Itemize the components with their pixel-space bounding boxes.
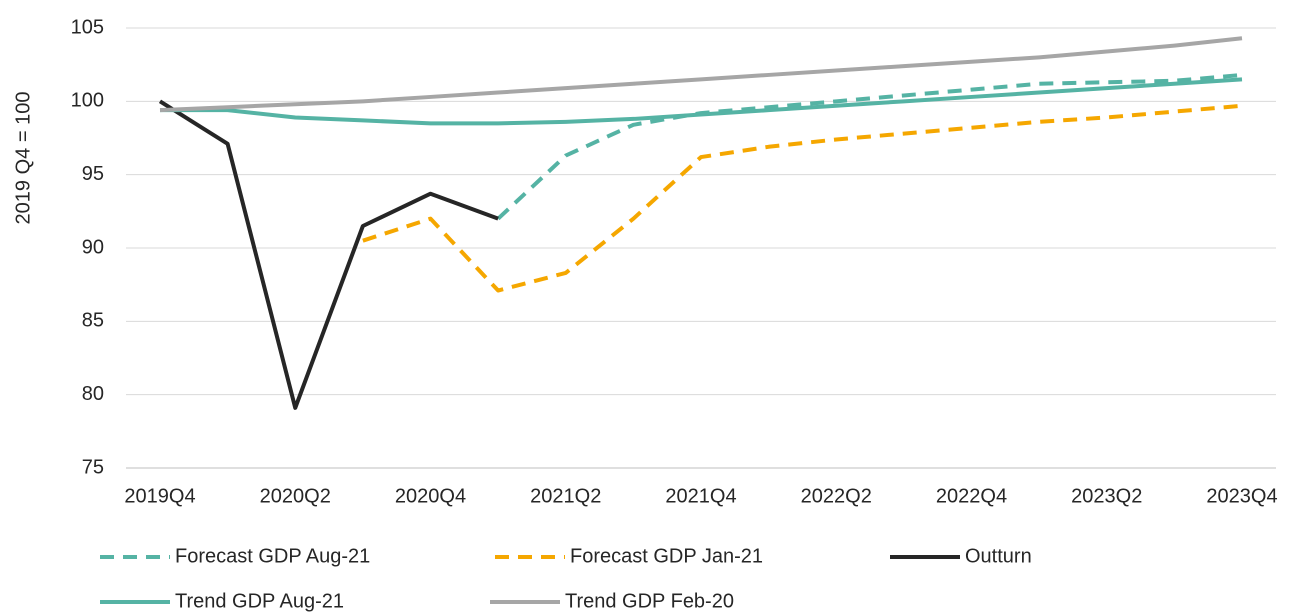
series-line (158, 99, 499, 410)
x-tick-label: 2022Q2 (801, 485, 872, 507)
y-tick-label: 100 (71, 90, 104, 112)
legend-label: Forecast GDP Jan-21 (570, 545, 763, 567)
series-line (496, 72, 1243, 221)
x-tick-label: 2019Q4 (124, 485, 195, 507)
y-tick-label: 85 (82, 310, 104, 332)
x-tick-label: 2023Q4 (1206, 485, 1277, 507)
y-tick-label: 95 (82, 163, 104, 185)
legend-label: Outturn (965, 545, 1032, 567)
y-tick-label: 80 (82, 383, 104, 405)
series-line (159, 36, 1243, 113)
series-line (160, 77, 1243, 126)
x-tick-label: 2022Q4 (936, 485, 1007, 507)
legend-label: Trend GDP Aug-21 (175, 590, 344, 612)
x-tick-label: 2020Q2 (260, 485, 331, 507)
x-tick-label: 2023Q2 (1071, 485, 1142, 507)
x-tick-label: 2021Q4 (665, 485, 736, 507)
y-tick-label: 90 (82, 236, 104, 258)
legend-label: Forecast GDP Aug-21 (175, 545, 370, 567)
legend-label: Trend GDP Feb-20 (565, 590, 734, 612)
y-tick-label: 105 (71, 16, 104, 38)
y-tick-label: 75 (82, 456, 104, 478)
x-tick-label: 2021Q2 (530, 485, 601, 507)
y-axis-label: 2019 Q4 = 100 (12, 92, 34, 225)
x-tick-label: 2020Q4 (395, 485, 466, 507)
series-line (362, 103, 1243, 293)
